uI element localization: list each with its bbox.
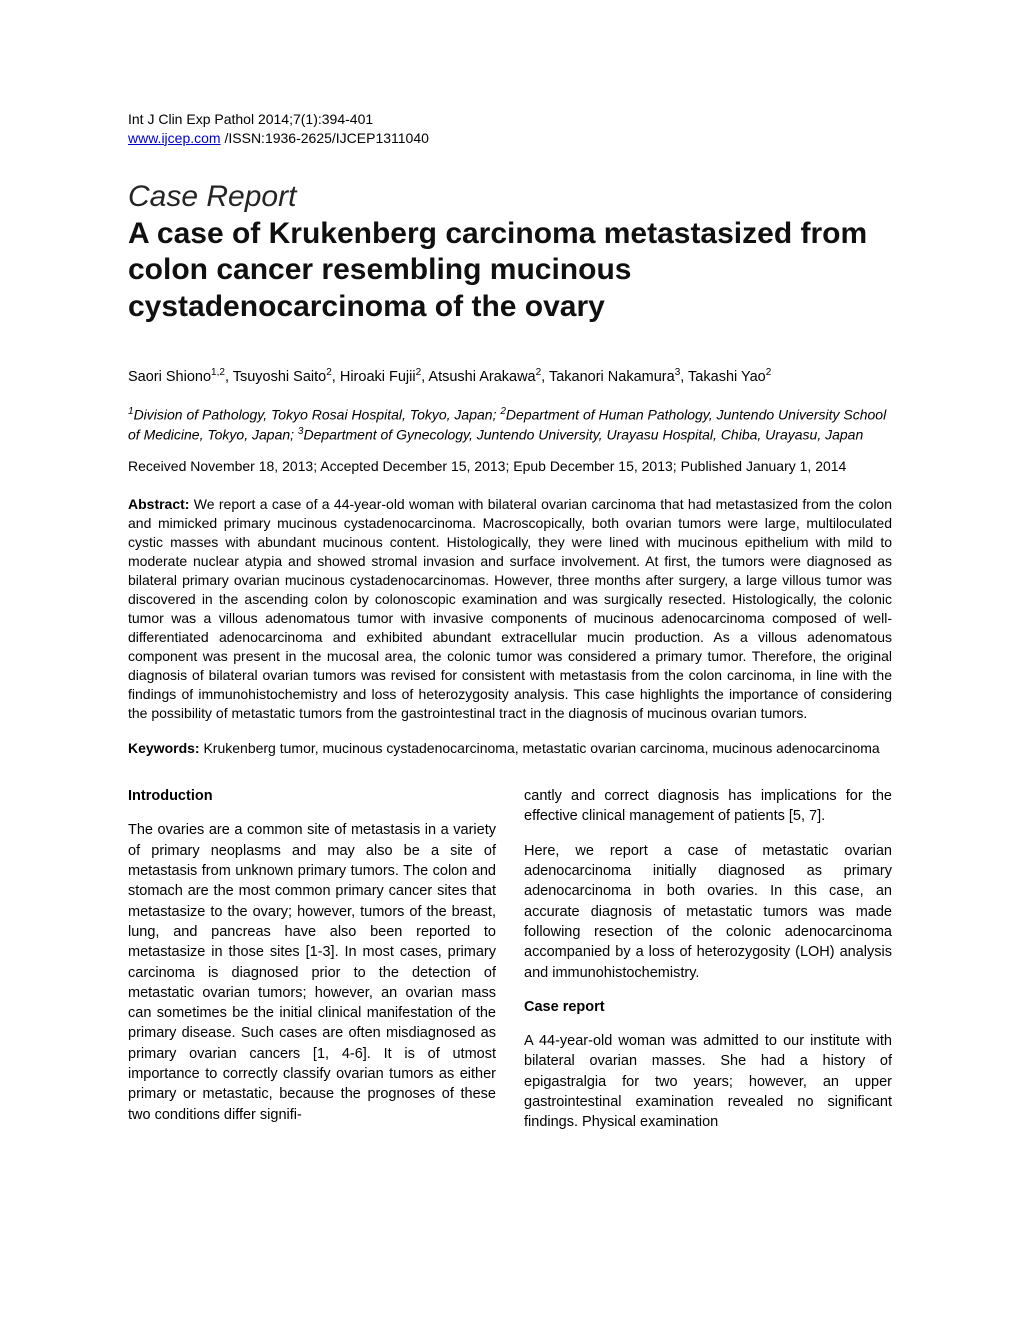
intro-paragraph-2: Here, we report a case of metastatic ova… (524, 841, 892, 983)
right-column: cantly and correct diagnosis has implica… (524, 786, 892, 1132)
authors-list: Saori Shiono1,2, Tsuyoshi Saito2, Hiroak… (128, 366, 892, 387)
journal-citation: Int J Clin Exp Pathol 2014;7(1):394-401 (128, 111, 373, 127)
abstract-text: We report a case of a 44-year-old woman … (128, 496, 892, 721)
keywords-label: Keywords: (128, 740, 200, 756)
intro-paragraph-1-cont: cantly and correct diagnosis has implica… (524, 786, 892, 827)
left-column: Introduction The ovaries are a common si… (128, 786, 496, 1132)
abstract-block: Abstract: We report a case of a 44-year-… (128, 495, 892, 723)
intro-paragraph-1: The ovaries are a common site of metasta… (128, 820, 496, 1124)
case-paragraph-1: A 44-year-old woman was admitted to our … (524, 1031, 892, 1132)
body-columns: Introduction The ovaries are a common si… (128, 786, 892, 1132)
case-report-heading: Case report (524, 997, 892, 1017)
journal-reference: Int J Clin Exp Pathol 2014;7(1):394-401 … (128, 110, 892, 148)
case-report-label: Case Report (128, 180, 892, 214)
abstract-label: Abstract: (128, 496, 189, 512)
article-title: A case of Krukenberg carcinoma metastasi… (128, 216, 892, 326)
journal-issn: /ISSN:1936-2625/IJCEP1311040 (221, 130, 429, 146)
journal-link[interactable]: www.ijcep.com (128, 130, 221, 146)
introduction-heading: Introduction (128, 786, 496, 806)
keywords-block: Keywords: Krukenberg tumor, mucinous cys… (128, 739, 892, 758)
affiliations: 1Division of Pathology, Tokyo Rosai Hosp… (128, 405, 892, 446)
keywords-text: Krukenberg tumor, mucinous cystadenocarc… (200, 740, 880, 756)
publication-dates: Received November 18, 2013; Accepted Dec… (128, 457, 892, 477)
